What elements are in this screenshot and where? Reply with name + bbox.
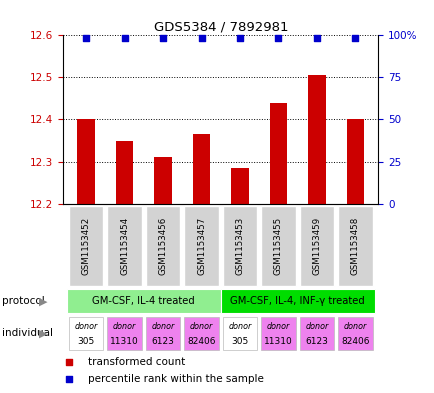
Text: protocol: protocol (2, 296, 45, 307)
Text: GM-CSF, IL-4 treated: GM-CSF, IL-4 treated (92, 296, 195, 307)
Text: 305: 305 (77, 336, 95, 345)
Text: GSM1153457: GSM1153457 (197, 217, 206, 275)
Text: ▶: ▶ (39, 328, 48, 338)
Text: GSM1153452: GSM1153452 (82, 217, 90, 275)
Text: GSM1153458: GSM1153458 (350, 217, 359, 275)
Bar (184, 317, 218, 349)
Bar (69, 317, 103, 349)
Title: GDS5384 / 7892981: GDS5384 / 7892981 (153, 21, 287, 34)
Text: donor: donor (343, 322, 366, 331)
Point (82, 35, 89, 42)
Point (159, 35, 166, 42)
Text: 6123: 6123 (151, 336, 174, 345)
Bar (337, 206, 372, 286)
Text: percentile rank within the sample: percentile rank within the sample (88, 374, 263, 384)
Text: GSM1153455: GSM1153455 (273, 217, 282, 275)
Bar (154, 158, 171, 204)
Text: 82406: 82406 (187, 336, 215, 345)
Bar (222, 317, 256, 349)
Text: GSM1153454: GSM1153454 (120, 217, 129, 275)
Point (121, 35, 128, 42)
Bar (67, 289, 220, 314)
Text: GM-CSF, IL-4, INF-γ treated: GM-CSF, IL-4, INF-γ treated (230, 296, 364, 307)
Text: donor: donor (151, 322, 174, 331)
Bar (269, 103, 286, 204)
Bar (77, 119, 95, 204)
Point (274, 35, 281, 42)
Bar (107, 317, 141, 349)
Text: transformed count: transformed count (88, 357, 185, 367)
Text: donor: donor (190, 322, 213, 331)
Point (313, 35, 320, 42)
Text: donor: donor (266, 322, 289, 331)
Text: GSM1153453: GSM1153453 (235, 217, 244, 275)
Text: 82406: 82406 (340, 336, 369, 345)
Text: 11310: 11310 (110, 336, 139, 345)
Text: donor: donor (228, 322, 251, 331)
Bar (220, 289, 374, 314)
Bar (184, 206, 218, 286)
Text: 305: 305 (231, 336, 248, 345)
Text: GSM1153456: GSM1153456 (158, 217, 167, 275)
Bar (299, 317, 333, 349)
Bar (145, 206, 180, 286)
Bar (107, 206, 141, 286)
Bar (337, 317, 372, 349)
Bar (231, 168, 248, 204)
Point (351, 35, 358, 42)
Bar (116, 141, 133, 204)
Text: donor: donor (305, 322, 328, 331)
Bar (299, 206, 333, 286)
Bar (69, 206, 103, 286)
Bar (260, 317, 295, 349)
Bar (145, 317, 180, 349)
Text: GSM1153459: GSM1153459 (312, 217, 321, 275)
Point (66, 359, 73, 365)
Text: 11310: 11310 (263, 336, 292, 345)
Bar (260, 206, 295, 286)
Point (66, 376, 73, 382)
Text: 6123: 6123 (305, 336, 328, 345)
Bar (192, 134, 210, 204)
Text: individual: individual (2, 328, 53, 338)
Text: donor: donor (113, 322, 136, 331)
Bar (222, 206, 256, 286)
Bar (308, 75, 325, 204)
Text: ▶: ▶ (39, 296, 48, 307)
Bar (346, 119, 363, 204)
Point (197, 35, 204, 42)
Point (236, 35, 243, 42)
Text: donor: donor (74, 322, 98, 331)
